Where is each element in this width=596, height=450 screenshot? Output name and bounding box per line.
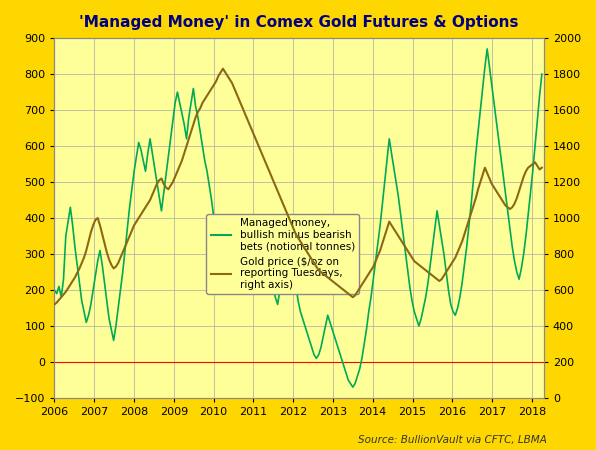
Title: 'Managed Money' in Comex Gold Futures & Options: 'Managed Money' in Comex Gold Futures & …: [79, 15, 519, 30]
Legend: Managed money,
bullish minus bearish
bets (notional tonnes), Gold price ($/oz on: Managed money, bullish minus bearish bet…: [206, 214, 359, 294]
Text: Source: BullionVault via CFTC, LBMA: Source: BullionVault via CFTC, LBMA: [358, 435, 547, 445]
